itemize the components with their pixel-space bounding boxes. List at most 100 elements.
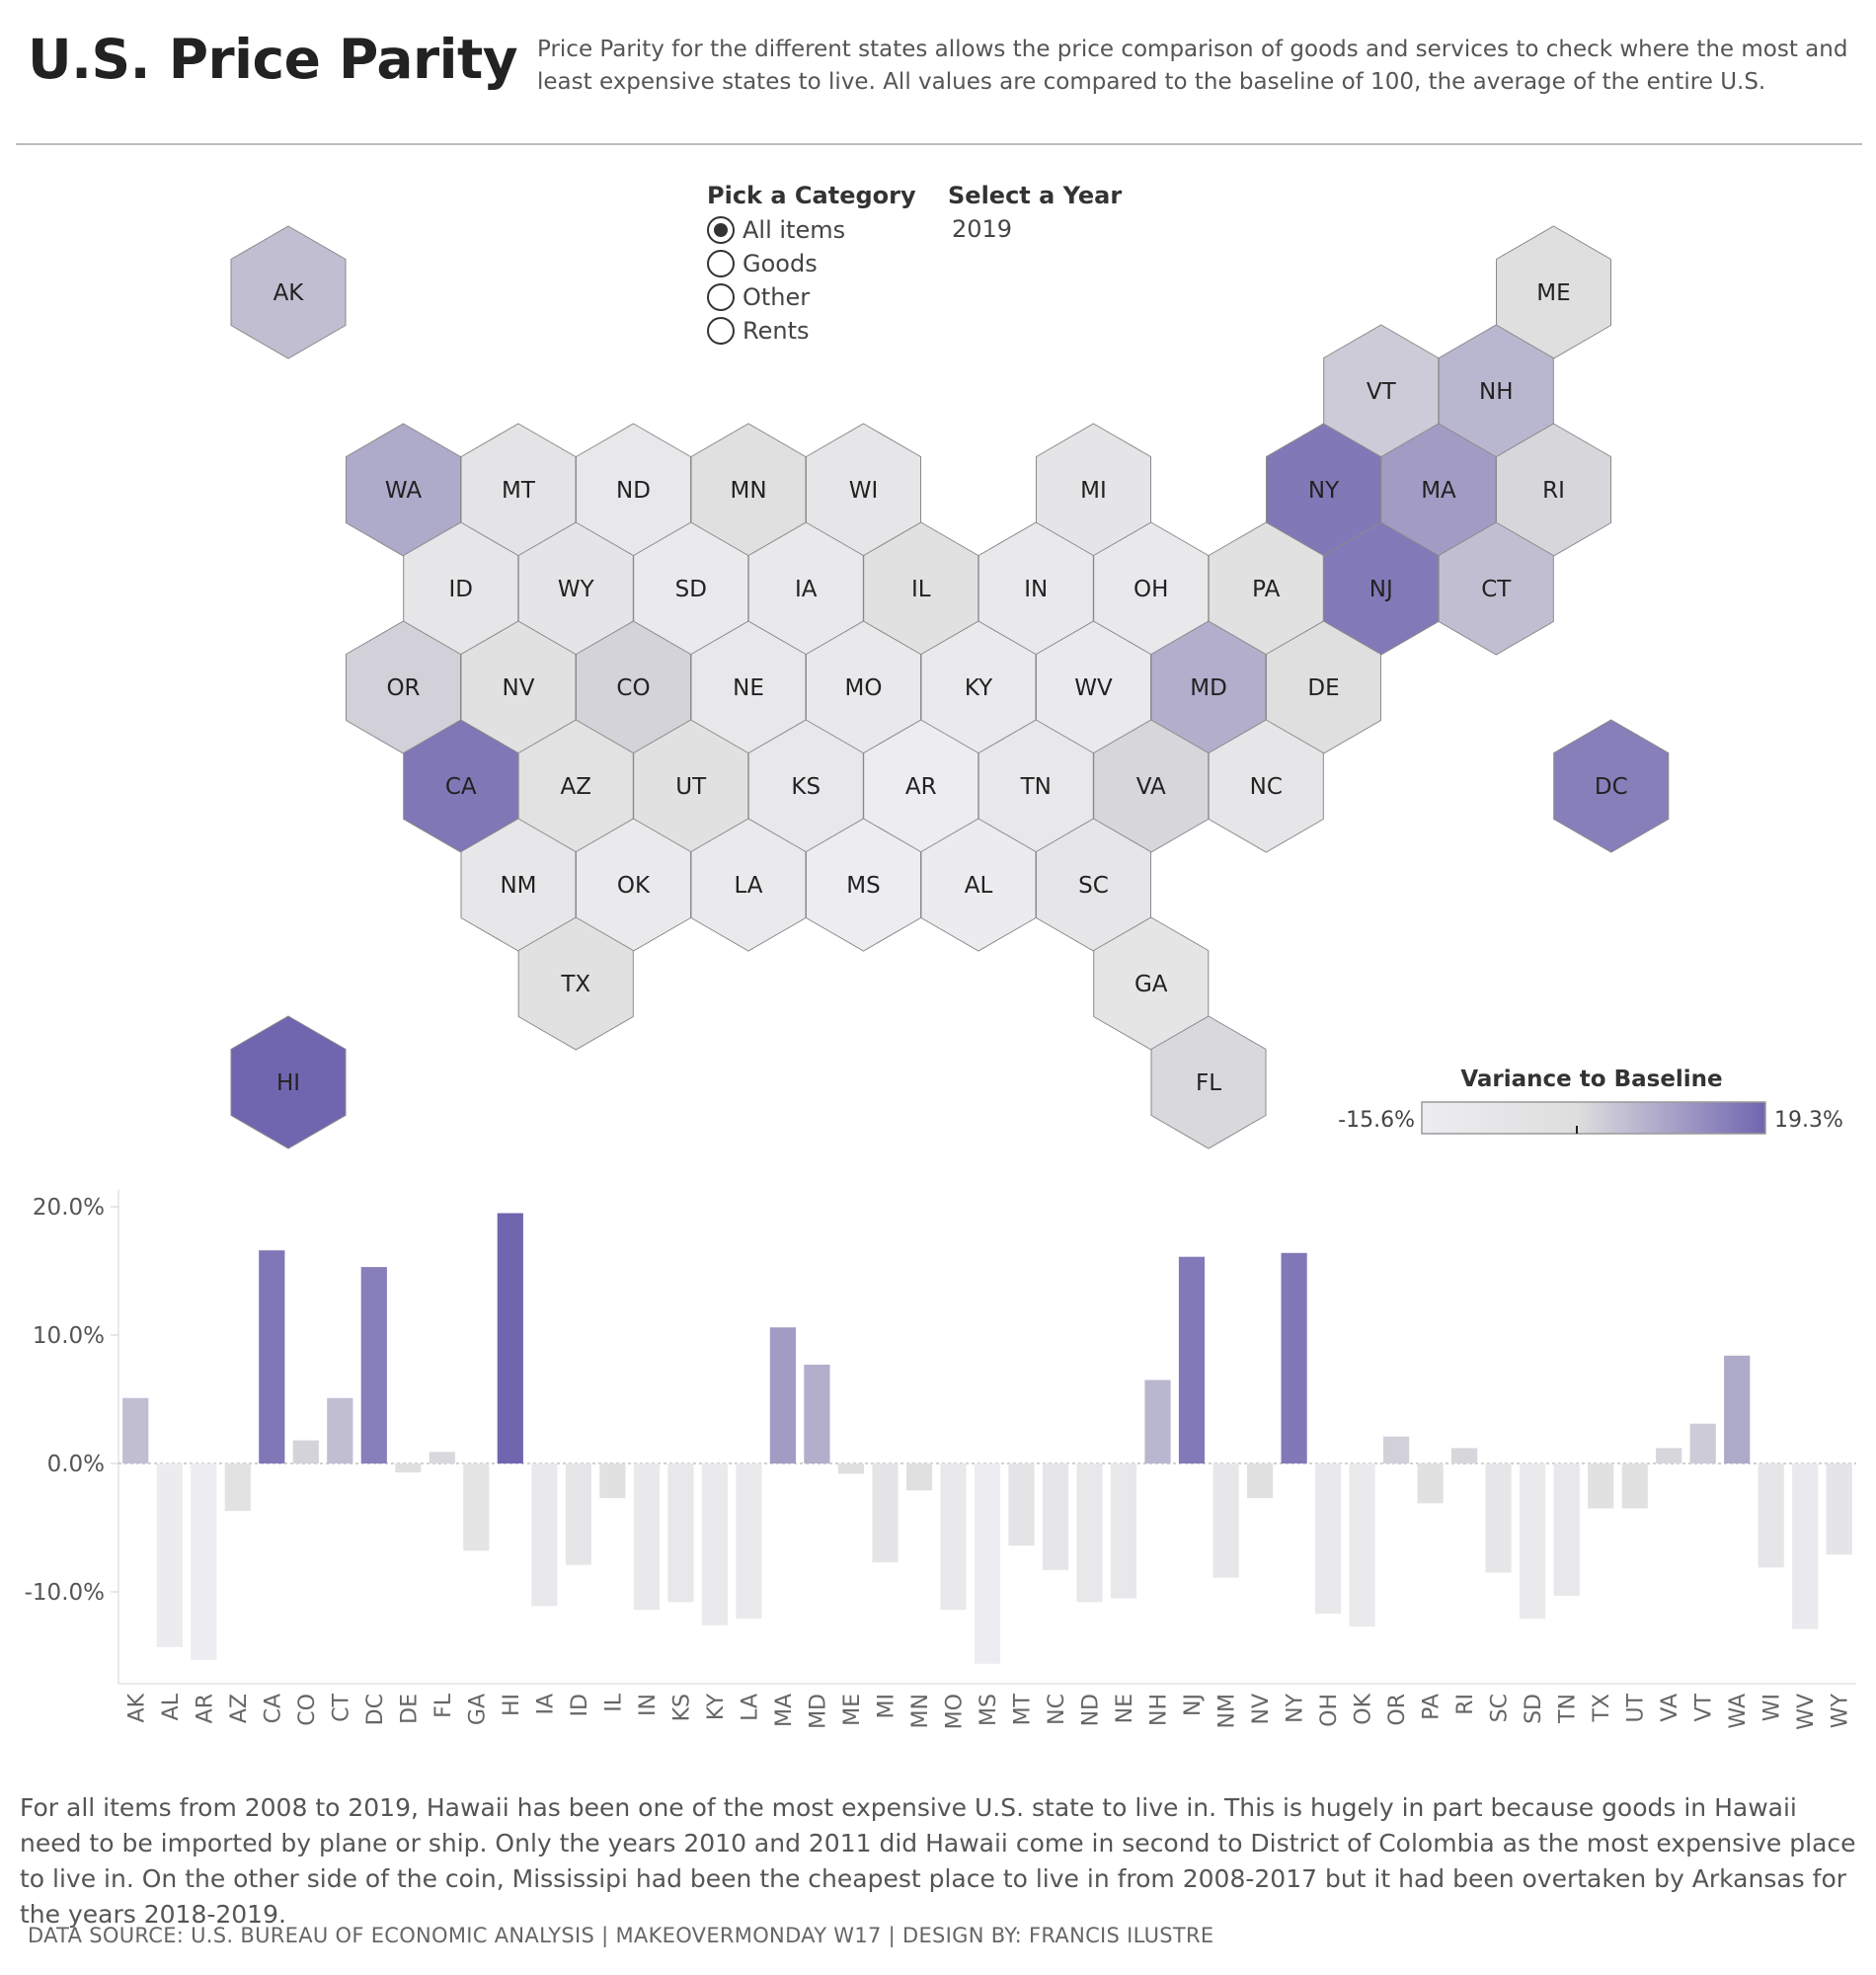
bar-nv[interactable]: [1247, 1463, 1274, 1499]
bar-nj[interactable]: [1178, 1256, 1206, 1463]
radio-empty-icon[interactable]: [707, 317, 735, 345]
bar-fl[interactable]: [429, 1452, 455, 1463]
bar-or[interactable]: [1383, 1436, 1410, 1463]
state-hex-label: MS: [846, 873, 880, 899]
x-tick-label: NH: [1147, 1694, 1172, 1726]
bar-ne[interactable]: [1110, 1463, 1137, 1599]
bar-nh[interactable]: [1144, 1380, 1171, 1464]
radio-selected-icon[interactable]: [707, 216, 735, 244]
bar-ut[interactable]: [1621, 1463, 1648, 1509]
bar-az[interactable]: [224, 1463, 251, 1512]
bar-ms[interactable]: [974, 1463, 1001, 1664]
bar-nc[interactable]: [1042, 1463, 1069, 1570]
bar-hi[interactable]: [497, 1213, 523, 1464]
x-tick-label: CT: [329, 1693, 353, 1721]
bar-ny[interactable]: [1281, 1252, 1307, 1463]
state-hex-label: WV: [1074, 675, 1113, 701]
category-option-goods[interactable]: Goods: [707, 247, 916, 280]
bar-co[interactable]: [292, 1440, 319, 1463]
bar-in[interactable]: [633, 1463, 660, 1611]
bar-dc[interactable]: [360, 1267, 387, 1463]
bar-de[interactable]: [395, 1463, 422, 1473]
bar-mo[interactable]: [940, 1463, 967, 1611]
x-tick-label: AL: [159, 1693, 184, 1720]
state-hex-label: MD: [1190, 675, 1227, 701]
bar-pa[interactable]: [1417, 1463, 1444, 1504]
bar-mt[interactable]: [1008, 1463, 1035, 1546]
bar-al[interactable]: [156, 1463, 183, 1647]
state-hex-label: NV: [503, 675, 535, 701]
category-option-all-items[interactable]: All items: [707, 213, 916, 247]
header-divider: [16, 143, 1862, 145]
state-hex-hi[interactable]: [230, 1015, 347, 1149]
x-tick-label: OK: [1352, 1693, 1376, 1724]
bar-me[interactable]: [837, 1463, 864, 1474]
radio-empty-icon[interactable]: [707, 283, 735, 311]
bar-tx[interactable]: [1588, 1463, 1614, 1509]
bar-wa[interactable]: [1724, 1355, 1751, 1463]
state-hex-ct[interactable]: [1438, 521, 1554, 656]
bar-nd[interactable]: [1076, 1463, 1103, 1603]
state-hex-label: NE: [733, 675, 764, 701]
bar-ok[interactable]: [1349, 1463, 1375, 1627]
bar-ks[interactable]: [667, 1463, 694, 1603]
x-tick-label: MN: [908, 1694, 933, 1728]
bar-ma[interactable]: [769, 1327, 796, 1463]
state-hex-tx[interactable]: [517, 916, 634, 1051]
state-hex-label: MI: [1080, 478, 1107, 504]
y-tick-label: 20.0%: [33, 1195, 105, 1221]
bar-ri[interactable]: [1451, 1448, 1478, 1463]
bar-ak[interactable]: [122, 1397, 149, 1463]
bar-va[interactable]: [1656, 1448, 1682, 1463]
state-hex-label: ID: [449, 577, 474, 602]
bar-tn[interactable]: [1553, 1463, 1580, 1596]
state-hex-label: AR: [905, 774, 937, 800]
bar-oh[interactable]: [1315, 1463, 1342, 1615]
bar-vt[interactable]: [1689, 1423, 1716, 1463]
radio-empty-icon[interactable]: [707, 250, 735, 277]
x-tick-label: MS: [977, 1694, 1001, 1726]
state-hex-label: MA: [1421, 478, 1456, 504]
bar-ky[interactable]: [701, 1463, 728, 1625]
bar-ct[interactable]: [327, 1397, 353, 1463]
x-tick-label: WA: [1726, 1694, 1751, 1729]
bar-nm[interactable]: [1212, 1463, 1239, 1578]
data-source-credit: DATA SOURCE: U.S. BUREAU OF ECONOMIC ANA…: [28, 1924, 1214, 1947]
bar-sd[interactable]: [1520, 1463, 1546, 1620]
bar-sc[interactable]: [1485, 1463, 1512, 1573]
category-option-other[interactable]: Other: [707, 280, 916, 314]
bar-md[interactable]: [804, 1364, 830, 1463]
x-tick-label: VA: [1658, 1694, 1682, 1722]
x-tick-label: MD: [807, 1694, 831, 1729]
bar-id[interactable]: [565, 1463, 591, 1565]
state-hex-label: OK: [617, 873, 651, 899]
bar-ga[interactable]: [463, 1463, 490, 1551]
bar-wi[interactable]: [1758, 1463, 1784, 1568]
x-tick-label: CA: [261, 1694, 285, 1723]
state-hex-fl[interactable]: [1150, 1015, 1267, 1149]
bar-ca[interactable]: [259, 1250, 285, 1463]
state-hex-label: ND: [616, 478, 651, 504]
bar-il[interactable]: [599, 1463, 626, 1499]
state-hex-label: OH: [1133, 577, 1168, 602]
category-option-rents[interactable]: Rents: [707, 314, 916, 348]
state-hex-ak[interactable]: [230, 225, 347, 359]
year-selector-value[interactable]: 2019: [952, 215, 1013, 243]
bar-wy[interactable]: [1826, 1463, 1852, 1555]
bar-ar[interactable]: [191, 1463, 217, 1660]
state-hex-label: MT: [502, 478, 536, 504]
x-tick-label: NE: [1113, 1694, 1137, 1723]
legend-title: Variance to Baseline: [1460, 1066, 1722, 1092]
state-hex-label: NC: [1250, 774, 1283, 800]
bar-mn[interactable]: [905, 1463, 933, 1491]
state-hex-dc[interactable]: [1553, 719, 1670, 853]
year-selector[interactable]: Select a Year 2019: [948, 182, 1122, 243]
bar-wv[interactable]: [1792, 1463, 1819, 1629]
state-hex-nc[interactable]: [1208, 719, 1324, 853]
legend-max-label: 19.3%: [1774, 1108, 1843, 1133]
bar-ia[interactable]: [531, 1463, 558, 1607]
x-tick-label: LA: [738, 1694, 762, 1721]
bar-mi[interactable]: [872, 1463, 899, 1563]
x-tick-label: WY: [1829, 1693, 1853, 1728]
bar-la[interactable]: [736, 1463, 762, 1620]
